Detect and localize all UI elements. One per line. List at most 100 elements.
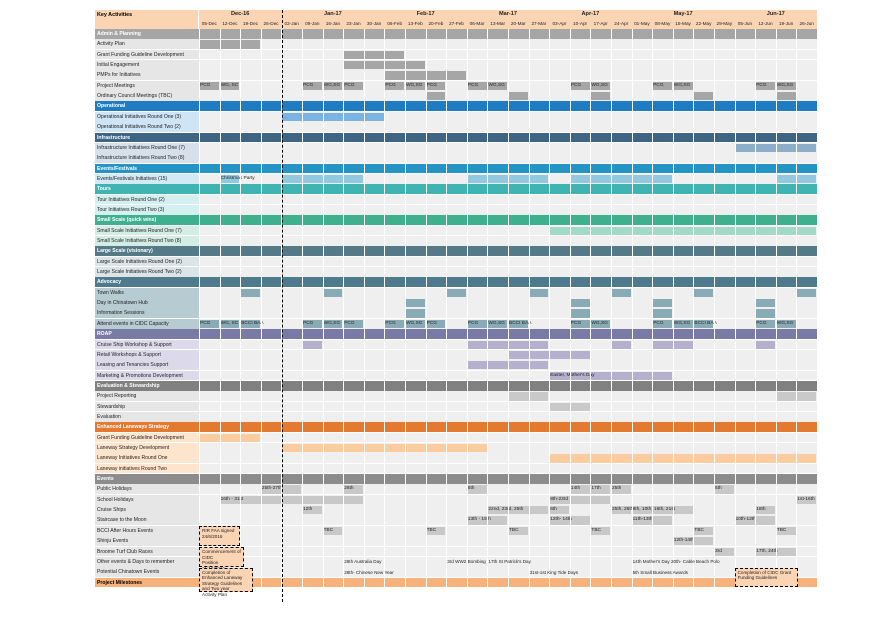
- activity-row: Tour Initiatives Round One (2): [95, 194, 817, 205]
- activity-bar: PCG: [302, 81, 322, 91]
- milestone-box: RIR FAA signed 24/6/2016: [199, 526, 241, 546]
- activity-row: Marketing & Promotions Development Easter…: [95, 370, 817, 381]
- activity-bar: 1st-16th: [796, 495, 817, 505]
- activity-bar: 14th: [569, 485, 590, 494]
- activity-label: Staircase to the Moon: [95, 515, 199, 526]
- week-label: 16-Jan: [325, 21, 341, 26]
- section-title: Operational: [97, 103, 126, 110]
- today-marker: [281, 10, 283, 602]
- activity-row: Leasing and Tenancies Support: [95, 360, 817, 370]
- activity-label: BCCI After Hours Events: [95, 525, 199, 536]
- milestone-text: 24/6/2016: [202, 533, 223, 539]
- activity-bar: [652, 309, 672, 318]
- activity-row: Tour Initiatives Round Two (3): [95, 204, 817, 215]
- activity-bar: [508, 350, 590, 360]
- column-divider: [343, 29, 345, 602]
- column-divider: [508, 29, 509, 602]
- activity-label: Stewardship: [95, 401, 199, 412]
- activity-bar: [652, 340, 693, 349]
- activity-bar: 12th-14th: [672, 537, 714, 546]
- week-label: 20-Mar: [510, 21, 526, 26]
- event-note: 17th St Patrick's Day: [488, 559, 531, 565]
- activity-bar: [693, 92, 714, 101]
- activity-bar: [446, 288, 466, 298]
- week-label: 13-Feb: [407, 21, 423, 26]
- column-divider: [487, 29, 489, 602]
- section-header: Large Scale (visionary): [95, 246, 817, 257]
- column-divider: [569, 29, 571, 602]
- activity-bar: 18th: [755, 506, 775, 515]
- activity-row: Events/Festivals Initiatives (15) Christm…: [95, 173, 817, 184]
- activity-bar: 25th-27th: [260, 485, 302, 494]
- section-header: Infrastructure: [95, 132, 817, 143]
- section-header: Project Milestones: [95, 577, 817, 588]
- activity-row: Grant Funding Guideline Development: [95, 49, 817, 60]
- activity-row: Large Scale Initiatives Round One (2): [95, 256, 817, 267]
- activity-row: Ordinary Council Meetings (TBC): [95, 91, 817, 101]
- activity-bar: WG, SC: [219, 319, 240, 329]
- column-divider: [714, 29, 715, 602]
- week-label: 29-May: [716, 21, 733, 26]
- week-label: 15-May: [675, 21, 691, 26]
- activity-label: Laneway Strategy Development: [95, 443, 199, 453]
- section-header: Enhanced Laneways Strategy: [95, 422, 817, 433]
- event-note: 28th- Chinese New Year: [344, 569, 394, 575]
- activity-bar: BCCI BAA: [240, 319, 264, 329]
- activity-row: Cruise Ships 12th 22nd, 23rd, 26th 6th 25th,…: [95, 505, 817, 515]
- column-divider: [549, 29, 551, 602]
- column-divider: [796, 29, 798, 602]
- activity-row: Project Meetings PCG WG, SC PCG WG,SG PCG PCG W…: [95, 80, 817, 91]
- column-divider: [775, 29, 777, 602]
- activity-row: Retail Workshops & Support: [95, 349, 817, 360]
- activity-bar: [755, 340, 775, 349]
- activity-row: Large Scale Initiatives Round Two (2): [95, 267, 817, 277]
- column-divider: [631, 29, 633, 602]
- activity-bar: [240, 288, 260, 298]
- week-label: 27-Feb: [449, 21, 464, 26]
- week-label: 27-Mar: [531, 21, 547, 26]
- activity-row: Laneway Initiatives Round One: [95, 453, 817, 464]
- activity-bar: [508, 92, 528, 101]
- activity-label: Day in Chinatown Hub: [95, 298, 199, 308]
- activity-bar: [569, 309, 590, 318]
- activity-bar: WG,SG: [322, 81, 343, 91]
- section-header: Events: [95, 474, 817, 484]
- activity-bar: TBC: [425, 526, 446, 536]
- section-title: Infrastructure: [97, 134, 131, 141]
- activity-bar: [302, 340, 322, 349]
- week-label: 09-Jan: [305, 21, 320, 26]
- activity-label: Retail Workshops & Support: [95, 349, 199, 360]
- week-label: 13-Mar: [490, 21, 506, 26]
- activity-label: Activity Plan: [95, 39, 199, 50]
- activity-bar: 10th-12th: [734, 516, 775, 525]
- activity-bar: PCG: [755, 81, 775, 91]
- activity-label: Operational Initiatives Round Two (2): [95, 122, 199, 132]
- section-title: Project Milestones: [97, 579, 143, 586]
- activity-label: Marketing & Promotions Development: [95, 370, 199, 381]
- activity-bar: [199, 40, 260, 49]
- activity-row: PMPs for Initiatives: [95, 70, 817, 81]
- activity-row: Infrastructure Initiatives Round Two (8): [95, 153, 817, 163]
- activity-bar: [281, 174, 363, 184]
- activity-bar: PCG: [466, 81, 487, 91]
- activity-bar: [343, 50, 405, 59]
- activity-bar: PCG: [569, 81, 590, 91]
- column-divider: [734, 29, 736, 602]
- activity-row: Evaluation: [95, 411, 817, 422]
- section-title: ROAP: [97, 331, 112, 338]
- milestone-text: Completion of CIDC Grant: [737, 569, 792, 575]
- activity-bar: [281, 112, 384, 122]
- milestone-text: RIR FAA signed: [202, 528, 235, 534]
- week-label: 06-Feb: [387, 21, 403, 26]
- activity-row: Project Reporting: [95, 391, 817, 401]
- activity-bar: [734, 143, 817, 153]
- column-divider: [363, 29, 365, 602]
- activity-bar: WG,SG: [590, 319, 611, 329]
- activity-bar: PCG: [425, 81, 446, 91]
- activity-bar: 11th-13th: [631, 516, 672, 525]
- activity-bar: [775, 174, 817, 184]
- activity-row: Operational Initiatives Round One (3): [95, 111, 817, 122]
- milestone-text: Commencement of CIDC: [202, 549, 241, 560]
- section-title: Events/Festivals: [97, 165, 137, 172]
